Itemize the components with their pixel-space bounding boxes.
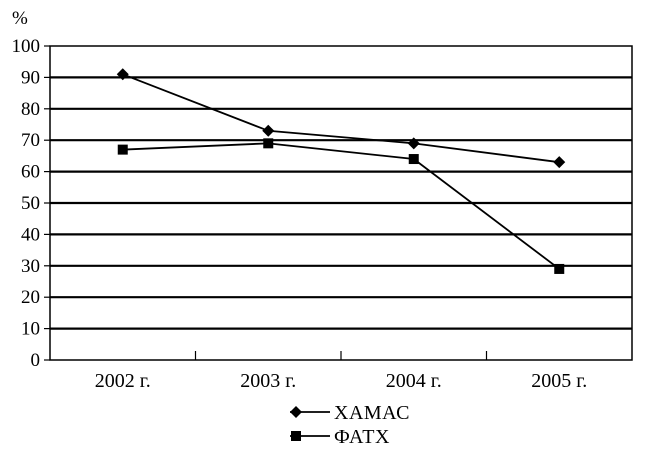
y-axis-unit-label: %: [12, 8, 28, 29]
y-tick-label: 60: [21, 162, 40, 183]
series-line: [122, 73, 560, 164]
grid-lines: [50, 76, 632, 330]
y-tick-label: 50: [21, 193, 40, 214]
y-tick-label: 40: [21, 224, 40, 245]
legend-item: ФАТХ: [290, 426, 390, 448]
series-2: [117, 138, 565, 274]
y-tick-label: 70: [21, 130, 40, 151]
diamond-marker: [553, 156, 566, 169]
square-marker: [408, 154, 419, 165]
square-marker: [117, 144, 128, 155]
series-lines: [116, 68, 566, 274]
diamond-marker: [407, 137, 420, 150]
tick-labels: 0 10 20 30 40 50 60 70 80 90 100 2002 г. 2003 г. 2004…: [12, 36, 588, 392]
series-1: [116, 68, 566, 169]
legend-label: ХАМАС: [334, 402, 410, 424]
y-tick-label: 30: [21, 256, 40, 277]
square-marker: [263, 138, 274, 149]
series-line: [122, 142, 560, 270]
y-tick-label: 20: [21, 287, 40, 308]
y-tick-label: 10: [21, 319, 40, 340]
diamond-marker: [262, 124, 275, 137]
x-tick-label: 2003 г.: [240, 370, 296, 392]
y-tick-label: 80: [21, 99, 40, 120]
x-tick-label: 2004 г.: [386, 370, 442, 392]
legend-square-marker: [291, 431, 301, 441]
axes: [44, 45, 633, 361]
diamond-marker: [116, 68, 129, 81]
legend-item: ХАМАС: [290, 402, 410, 424]
y-tick-label: 100: [12, 36, 41, 57]
y-tick-label: 90: [21, 67, 40, 88]
x-tick-label: 2005 г.: [531, 370, 587, 392]
legend-label: ФАТХ: [334, 426, 390, 448]
y-tick-label: 0: [31, 350, 41, 371]
square-marker: [554, 263, 565, 274]
x-tick-label: 2002 г.: [95, 370, 151, 392]
legend-diamond-marker: [290, 406, 302, 418]
